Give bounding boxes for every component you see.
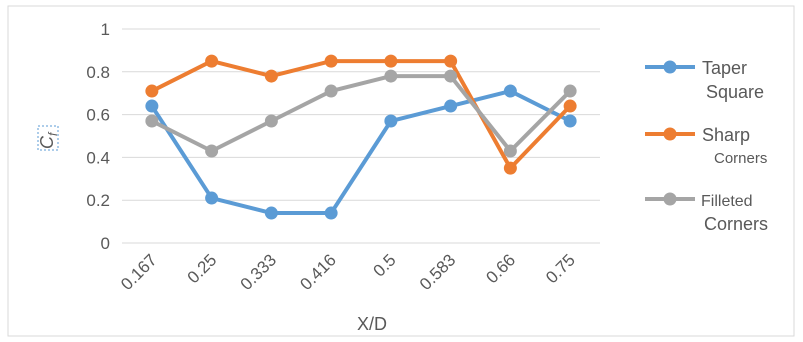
legend-entry: Filleted Corners — [645, 192, 768, 234]
data-point — [563, 84, 577, 98]
legend-label: Square — [706, 82, 764, 102]
legend-label: Filleted — [701, 193, 753, 210]
y-axis-label-text: Cf — [37, 131, 60, 149]
data-point — [145, 84, 159, 98]
data-point — [264, 69, 278, 83]
y-axis-ticks: 0 0.2 0.4 0.6 0.8 1 — [86, 20, 110, 253]
legend: Taper Square Sharp Corners Filleted Corners — [645, 58, 768, 234]
data-point — [444, 54, 458, 68]
series-line — [150, 59, 572, 171]
series-1 — [145, 54, 577, 175]
x-axis-label: X/D — [357, 314, 387, 334]
data-point — [563, 114, 577, 128]
data-point — [205, 191, 219, 205]
data-point — [324, 54, 338, 68]
y-tick-label: 0.2 — [86, 191, 110, 210]
y-tick-label: 1 — [101, 20, 110, 39]
y-axis-label-frame — [37, 125, 59, 151]
data-point — [503, 84, 517, 98]
series-0 — [145, 84, 577, 220]
data-point — [264, 114, 278, 128]
legend-swatch-marker — [663, 127, 677, 141]
legend-label: Sharp — [702, 125, 750, 145]
data-point — [205, 144, 219, 158]
y-tick-label: 0.6 — [86, 106, 110, 125]
data-point — [563, 99, 577, 113]
series-lines — [145, 54, 577, 220]
data-point — [384, 69, 398, 83]
y-axis-label: Cf — [37, 125, 60, 151]
y-tick-label: 0.4 — [86, 148, 110, 167]
series-line — [150, 74, 572, 153]
data-point — [205, 54, 219, 68]
data-point — [384, 54, 398, 68]
legend-label: Corners — [714, 150, 767, 167]
grid-lines — [122, 28, 600, 244]
series-line — [150, 89, 572, 216]
data-point — [145, 114, 159, 128]
legend-entry: Taper Square — [645, 58, 764, 102]
data-point — [324, 206, 338, 220]
legend-swatch-marker — [663, 60, 677, 74]
data-point — [503, 161, 517, 175]
data-point — [444, 69, 458, 83]
data-point — [324, 84, 338, 98]
series-2 — [145, 69, 577, 158]
y-tick-label: 0 — [101, 234, 110, 253]
y-tick-label: 0.8 — [86, 63, 110, 82]
legend-label: Taper — [702, 58, 747, 78]
data-point — [444, 99, 458, 113]
legend-entry: Sharp Corners — [645, 125, 767, 167]
legend-swatch-marker — [663, 192, 677, 206]
data-point — [503, 144, 517, 158]
legend-label: Corners — [704, 214, 768, 234]
data-point — [145, 99, 159, 113]
data-point — [384, 114, 398, 128]
data-point — [264, 206, 278, 220]
